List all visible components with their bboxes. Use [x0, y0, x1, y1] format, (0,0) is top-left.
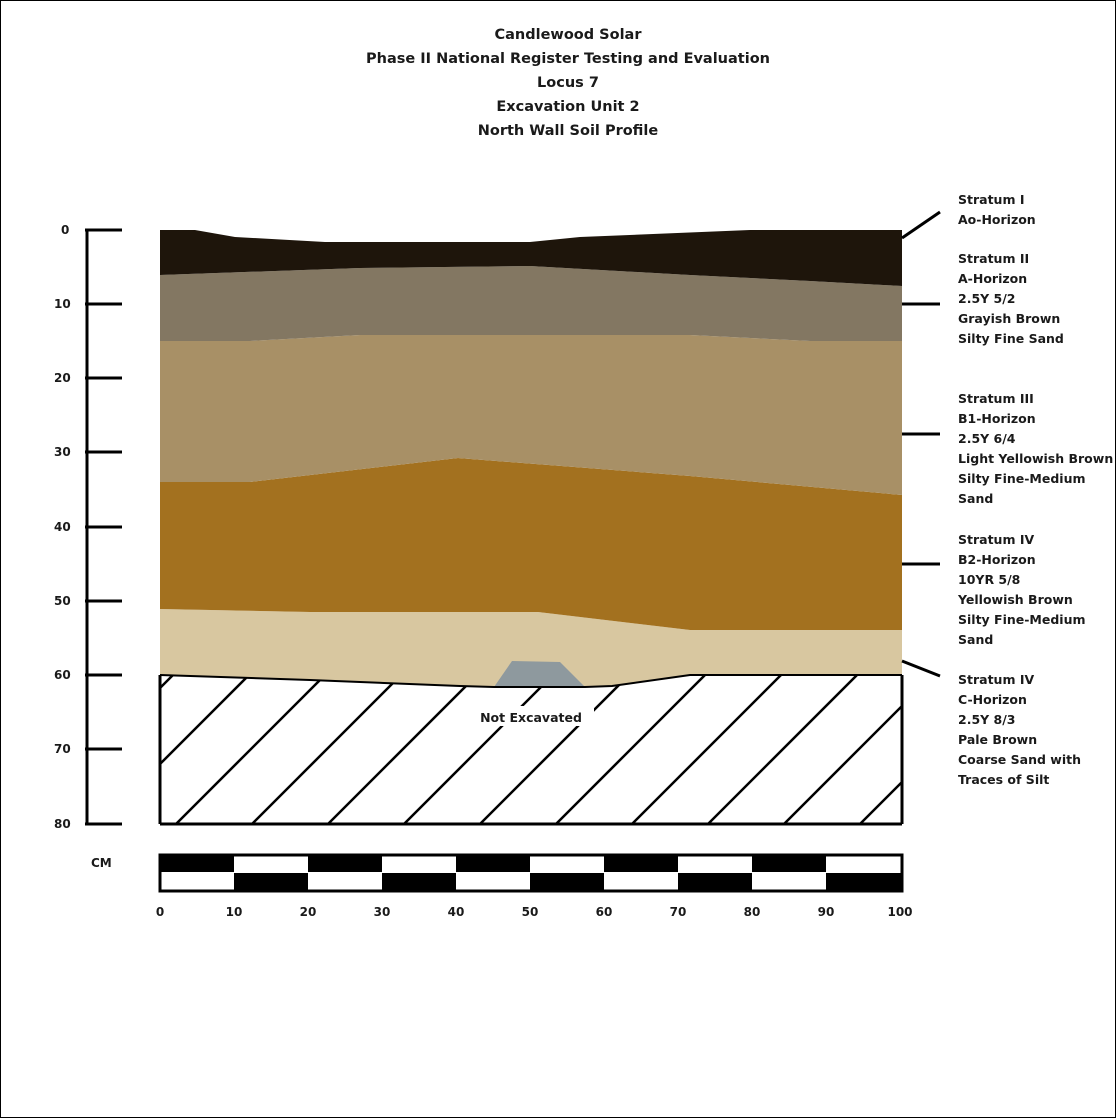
scale-segment	[456, 855, 530, 872]
title-line-unit: Excavation Unit 2	[496, 99, 639, 115]
scale-segment	[234, 855, 308, 872]
scale-segment	[604, 855, 678, 872]
scale-tick-label: 20	[300, 905, 317, 919]
depth-tick-label: 20	[54, 371, 71, 385]
stratum-ii-texture: Silty Fine Sand	[958, 331, 1064, 346]
scale-segment	[382, 873, 456, 891]
stratum-c-munsell: 2.5Y 8/3	[958, 712, 1016, 727]
label-leaders	[901, 210, 941, 678]
stratum-iii-texture-cont: Sand	[958, 491, 993, 506]
stratum-c-horizon: C-Horizon	[958, 692, 1027, 707]
scale-tick-label: 0	[156, 905, 164, 919]
stratum-ii-name: Stratum II	[958, 251, 1029, 266]
title-line-locus: Locus 7	[537, 75, 599, 91]
stratum-ii-color: Grayish Brown	[958, 311, 1060, 326]
scale-segment	[308, 855, 382, 872]
excavation-floor-line	[159, 674, 902, 688]
leader-stratum-i	[901, 210, 941, 240]
scale-unit-label: CM	[91, 856, 112, 870]
depth-tick-label: 40	[54, 520, 71, 534]
stratum-iv-munsell: 10YR 5/8	[958, 572, 1020, 587]
not-excavated-hatching	[160, 675, 902, 824]
depth-tick-label: 10	[54, 297, 71, 311]
scale-segment	[826, 873, 902, 891]
stratum-i-horizon: Ao-Horizon	[958, 212, 1036, 227]
depth-tick-label: 30	[54, 445, 71, 459]
scale-tick-label: 40	[448, 905, 465, 919]
stratum-c-texture: Coarse Sand with	[958, 752, 1081, 767]
stratum-ao-horizon-layer	[160, 230, 902, 286]
scale-tick-label: 50	[522, 905, 539, 919]
title-line-phase: Phase II National Register Testing and E…	[366, 51, 770, 67]
stratum-c-horizon-layer	[160, 609, 902, 686]
stratum-b2-horizon-layer	[160, 458, 902, 630]
stratum-iii-munsell: 2.5Y 6/4	[958, 431, 1016, 446]
not-excavated-zone: Not Excavated	[158, 674, 904, 826]
stratum-ii-label: Stratum II A-Horizon 2.5Y 5/2 Grayish Br…	[958, 251, 1064, 346]
stratum-iv-color: Yellowish Brown	[957, 592, 1073, 607]
scale-segment	[678, 855, 752, 872]
stratum-c-name: Stratum IV	[958, 672, 1034, 687]
scale-segment	[678, 873, 752, 891]
scale-tick-label: 90	[818, 905, 835, 919]
scale-segment	[752, 855, 826, 872]
scale-bar-outline	[158, 853, 904, 893]
scale-tick-label: 30	[374, 905, 391, 919]
stratum-a-horizon-layer	[160, 266, 902, 341]
stratum-iii-texture: Silty Fine-Medium	[958, 471, 1086, 486]
stratum-iii-color: Light Yellowish Brown	[958, 451, 1113, 466]
scale-segment	[160, 873, 234, 891]
scale-segment	[382, 855, 456, 872]
title-block: Candlewood Solar Phase II National Regis…	[366, 27, 770, 139]
stratum-ii-horizon: A-Horizon	[958, 271, 1027, 286]
stratum-iv-texture: Silty Fine-Medium	[958, 612, 1086, 627]
scale-tick-label: 10	[226, 905, 243, 919]
stratum-labels: Stratum I Ao-Horizon Stratum II A-Horizo…	[957, 192, 1113, 787]
scale-segment	[456, 873, 530, 891]
stratum-iv-horizon: B2-Horizon	[958, 552, 1036, 567]
stratum-iv-name: Stratum IV	[958, 532, 1034, 547]
title-line-project: Candlewood Solar	[495, 27, 643, 43]
rock-inclusion	[494, 661, 585, 687]
stratum-iii-name: Stratum III	[958, 391, 1034, 406]
depth-tick-label: 60	[54, 668, 71, 682]
not-excavated-label-bg	[470, 706, 594, 726]
depth-scale: 0 10 20 30 40 50 60 70 80	[54, 223, 122, 831]
scale-segment	[604, 873, 678, 891]
scale-tick-label: 100	[887, 905, 912, 919]
stratum-iv-texture-cont: Sand	[958, 632, 993, 647]
depth-tick-label: 70	[54, 742, 71, 756]
not-excavated-area	[160, 675, 902, 824]
depth-tick-label: 80	[54, 817, 71, 831]
scale-segment	[530, 873, 604, 891]
stratum-ii-munsell: 2.5Y 5/2	[958, 291, 1016, 306]
scale-segment	[752, 873, 826, 891]
stratum-i-name: Stratum I	[958, 192, 1024, 207]
depth-tick-label: 0	[61, 223, 69, 237]
stratum-b1-horizon-layer	[160, 335, 902, 495]
not-excavated-label: Not Excavated	[480, 710, 582, 725]
scale-tick-label: 80	[744, 905, 761, 919]
stratum-iv-label: Stratum IV B2-Horizon 10YR 5/8 Yellowish…	[957, 532, 1086, 647]
scale-segment	[308, 873, 382, 891]
scale-tick-label: 60	[596, 905, 613, 919]
stratum-iii-horizon: B1-Horizon	[958, 411, 1036, 426]
leader-stratum-c	[901, 659, 941, 678]
stratum-c-label: Stratum IV C-Horizon 2.5Y 8/3 Pale Brown…	[958, 672, 1081, 787]
horizontal-scale: CM 0 10 20 30	[91, 853, 913, 919]
scale-segment	[234, 873, 308, 891]
stratum-c-color: Pale Brown	[958, 732, 1037, 747]
stratum-iii-label: Stratum III B1-Horizon 2.5Y 6/4 Light Ye…	[958, 391, 1113, 506]
strata-layers	[160, 230, 902, 687]
scale-segment	[160, 855, 234, 872]
scale-segment	[530, 855, 604, 872]
stratum-i-label: Stratum I Ao-Horizon	[958, 192, 1036, 227]
scale-bar	[158, 853, 904, 893]
scale-segment	[826, 855, 902, 872]
scale-tick-label: 70	[670, 905, 687, 919]
stratum-c-texture-cont: Traces of Silt	[958, 772, 1049, 787]
depth-tick-label: 50	[54, 594, 71, 608]
title-line-profile: North Wall Soil Profile	[478, 123, 659, 139]
